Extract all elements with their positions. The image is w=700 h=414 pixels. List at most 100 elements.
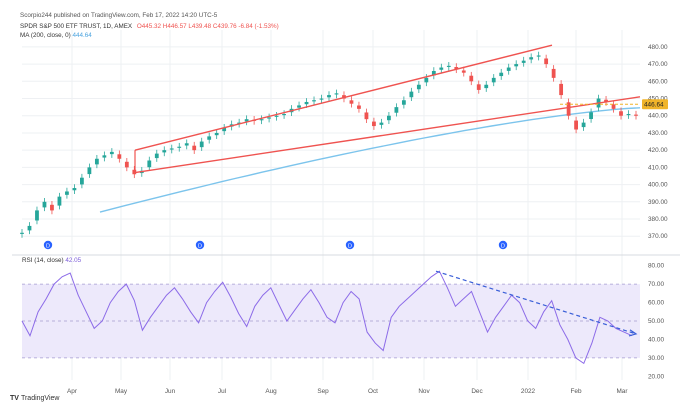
time-axis-tick: Feb — [570, 388, 581, 395]
candle-body — [529, 57, 534, 60]
candle-body — [394, 107, 399, 113]
upper-trendline — [134, 44, 553, 151]
time-axis-tick: Aug — [265, 388, 277, 395]
candle-body — [177, 146, 182, 148]
candle-body — [304, 101, 309, 105]
price-axis-tick: 410.00 — [648, 164, 668, 171]
ohlc-low: L439.48 — [188, 23, 212, 30]
candle-body — [559, 83, 564, 96]
dividend-marker-icon — [498, 240, 508, 250]
candle-body — [27, 225, 32, 231]
price-axis-tick: 380.00 — [648, 216, 668, 223]
candle-body — [589, 112, 593, 120]
candle-body — [244, 119, 249, 122]
candle-body — [387, 115, 391, 121]
rsi-line — [21, 270, 633, 365]
candle-body — [207, 136, 212, 140]
candle-body — [574, 120, 578, 130]
tradingview-watermark[interactable]: TV TradingView — [10, 395, 59, 402]
dividend-marker-label: D — [348, 244, 352, 250]
candle-body — [237, 122, 242, 124]
candle-body — [491, 77, 496, 83]
candle-body — [364, 112, 369, 120]
rsi-legend-label: RSI (14, close) — [22, 257, 64, 264]
publisher-line: Scorpio244 published on TradingView.com,… — [20, 12, 218, 19]
candle-body — [327, 95, 331, 98]
candle-body — [566, 102, 571, 116]
dividend-marker-icon — [195, 240, 205, 250]
candle-body — [102, 155, 107, 158]
candle-body — [192, 145, 197, 151]
candle-body — [162, 150, 167, 153]
candle-body — [20, 232, 24, 234]
candle-body — [476, 84, 481, 90]
candle-body — [222, 127, 227, 132]
price-axis-tick: 440.00 — [648, 113, 668, 120]
candle-body — [536, 55, 541, 57]
candle-body — [424, 77, 429, 83]
candle-body — [42, 201, 47, 208]
ma-legend[interactable]: MA (200, close, 0) 444.64 — [20, 32, 92, 39]
time-axis-tick: Dec — [471, 388, 483, 395]
ma-200-line — [99, 107, 641, 213]
rsi-trendline-arrow-icon — [628, 329, 638, 337]
candle-body — [416, 84, 421, 90]
candle-body — [94, 158, 99, 165]
rsi-axis-tick: 70.00 — [648, 281, 664, 288]
candle-body — [484, 84, 489, 89]
time-axis-tick: Nov — [418, 388, 430, 395]
candle-body — [117, 154, 122, 159]
candle-body — [274, 115, 279, 117]
candle-body — [319, 98, 324, 100]
lower-trendline — [134, 96, 641, 174]
price-axis-tick: 390.00 — [648, 199, 668, 206]
dividend-marker-icon — [345, 240, 355, 250]
candle-body — [80, 177, 84, 185]
rsi-axis-tick: 30.00 — [648, 355, 664, 362]
price-axis-tick: 450.00 — [648, 96, 668, 103]
candle-body — [297, 105, 301, 108]
candle-body — [634, 114, 638, 116]
price-axis-tick: 480.00 — [648, 44, 668, 51]
time-axis-tick: 2022 — [521, 388, 536, 395]
rsi-axis-tick: 60.00 — [648, 300, 664, 307]
candle-body — [132, 169, 137, 175]
candle-body — [581, 122, 586, 128]
candle-body — [619, 111, 623, 116]
candle-body — [469, 75, 474, 82]
candle-body — [506, 67, 511, 71]
ohlc-change: -6.84 (-1.53%) — [238, 23, 279, 30]
price-axis-tick: 470.00 — [648, 61, 668, 68]
ma-legend-value: 444.64 — [72, 32, 92, 39]
candle-body — [461, 70, 466, 73]
candle-body — [611, 104, 616, 109]
candle-body — [50, 204, 54, 211]
candle-body — [35, 210, 39, 221]
candle-body — [147, 160, 152, 168]
candle-body — [401, 100, 406, 105]
candle-body — [334, 93, 339, 95]
time-axis-tick: Jul — [218, 388, 226, 395]
dividend-marker-label: D — [46, 244, 50, 250]
candle-body — [154, 153, 159, 159]
watermark-text: TradingView — [20, 395, 60, 402]
rsi-axis-tick: 40.00 — [648, 336, 664, 343]
price-axis-tick: 400.00 — [648, 182, 668, 189]
candle-body — [259, 119, 264, 121]
dividend-marker-label: D — [198, 244, 202, 250]
candle-body — [551, 68, 556, 78]
candle-body — [109, 151, 114, 155]
candle-body — [409, 91, 414, 98]
price-axis-tick: 430.00 — [648, 130, 668, 137]
rsi-legend[interactable]: RSI (14, close) 42.05 — [22, 257, 81, 264]
candle-body — [72, 188, 77, 191]
dividend-marker-label: D — [501, 244, 505, 250]
candle-body — [57, 196, 62, 206]
time-axis-tick: Sep — [317, 388, 329, 395]
candle-body — [379, 122, 384, 125]
symbol-name: SPDR S&P 500 ETF TRUST, 1D, AMEX — [20, 23, 133, 30]
time-axis-tick: Jun — [165, 388, 176, 395]
candle-body — [312, 100, 316, 102]
